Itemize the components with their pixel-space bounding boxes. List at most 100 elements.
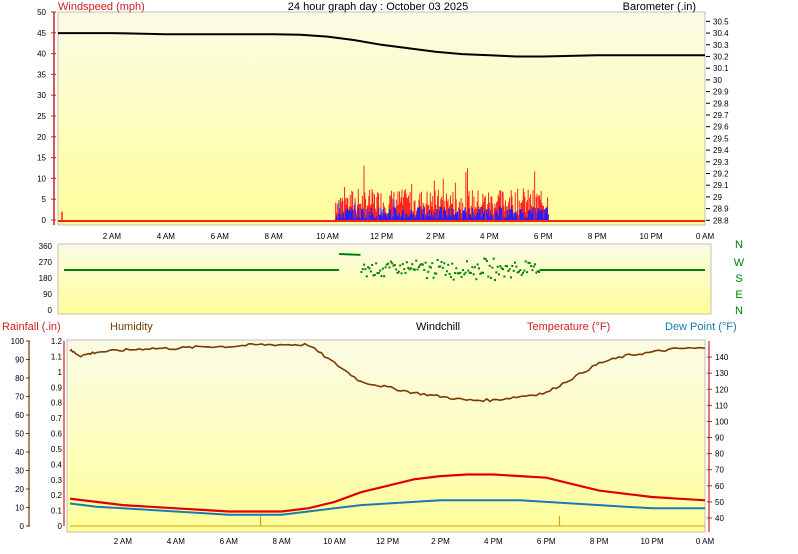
- direction-point: [369, 270, 372, 273]
- direction-point: [488, 264, 491, 267]
- direction-point: [437, 265, 440, 268]
- humidity-tick-label: 0: [20, 522, 25, 531]
- temperature-line: [69, 473, 706, 513]
- direction-point: [368, 267, 371, 270]
- direction-point: [489, 276, 492, 279]
- direction-tick-label: 270: [39, 258, 53, 267]
- compass-label: S: [735, 273, 742, 285]
- windspeed-tick-label: 25: [37, 112, 46, 121]
- direction-point: [483, 257, 486, 260]
- direction-point: [417, 265, 420, 268]
- time-tick-label: 10 AM: [316, 232, 339, 241]
- direction-point: [408, 268, 411, 271]
- time-tick-label: 6 PM: [537, 537, 556, 546]
- time-tick-label: 8 PM: [590, 537, 609, 546]
- direction-point: [460, 275, 463, 278]
- rain-tick-label: 0: [58, 522, 63, 531]
- barometer-tick-label: 29.4: [713, 146, 729, 155]
- temperature-tick-label: 130: [715, 369, 729, 378]
- barometer-line: [58, 32, 705, 58]
- direction-point: [413, 268, 416, 271]
- barometer-tick-label: 29: [713, 193, 722, 202]
- direction-point: [503, 275, 506, 278]
- direction-point: [409, 267, 412, 270]
- direction-point: [439, 265, 442, 268]
- time-tick-label: 4 PM: [484, 537, 503, 546]
- direction-point: [433, 272, 436, 275]
- dewpoint-label: Dew Point (°F): [665, 321, 737, 333]
- direction-point: [522, 271, 525, 274]
- barometer-axis-label: Barometer (.in): [623, 1, 696, 13]
- rain-tick-label: 1.1: [51, 352, 63, 361]
- direction-point: [494, 279, 497, 282]
- direction-point: [431, 262, 434, 265]
- barometer-tick-label: 30: [713, 76, 722, 85]
- time-tick-label: 2 PM: [426, 232, 445, 241]
- humidity-axis: 0 10 20 30 40 50 60 70 80 90 100: [11, 337, 30, 531]
- time-tick-label: 2 AM: [114, 537, 133, 546]
- compass-label: N: [735, 239, 743, 251]
- chart-title: 24 hour graph day : October 03 2025: [288, 1, 468, 13]
- barometer-tick-label: 30.1: [713, 64, 729, 73]
- rain-tick-label: 1.2: [51, 337, 63, 346]
- direction-point: [443, 262, 446, 265]
- windspeed-tick-label: 30: [37, 91, 46, 100]
- direction-point: [476, 263, 479, 266]
- direction-point: [440, 260, 443, 263]
- direction-tick-label: 360: [39, 242, 53, 251]
- direction-point: [435, 272, 438, 275]
- direction-point: [383, 275, 386, 278]
- barometer-tick-label: 29.9: [713, 88, 729, 97]
- direction-point: [531, 269, 534, 272]
- direction-point: [393, 263, 396, 266]
- direction-point: [465, 260, 468, 263]
- direction-point: [538, 270, 541, 273]
- direction-point: [508, 268, 511, 271]
- direction-point: [519, 269, 522, 272]
- direction-tick-label: 90: [43, 290, 52, 299]
- compass-label: E: [735, 289, 742, 301]
- time-tick-label: 12 PM: [376, 537, 399, 546]
- barometer-axis: 28.8 28.9 29 29.1 29.2 29.3 29.4 29.5 29.6 29.7 29…: [706, 17, 729, 225]
- direction-point: [375, 262, 378, 265]
- barometer-tick-label: 29.6: [713, 123, 729, 132]
- direction-point: [472, 273, 475, 276]
- direction-plot-area: [57, 243, 712, 315]
- direction-point: [528, 262, 531, 265]
- temperature-tick-label: 90: [715, 434, 724, 443]
- time-tick-label: 8 AM: [273, 537, 292, 546]
- compass-label: W: [734, 257, 745, 269]
- direction-point: [376, 272, 379, 275]
- direction-point: [404, 271, 407, 274]
- direction-segment: [339, 253, 361, 256]
- direction-point: [380, 275, 383, 278]
- direction-point: [481, 271, 484, 274]
- rain-tick-label: 0.2: [51, 491, 63, 500]
- windspeed-tick-label: 5: [42, 195, 47, 204]
- barometer-tick-label: 29.5: [713, 134, 729, 143]
- direction-point: [372, 274, 375, 277]
- rain-tick-label: 0.3: [51, 476, 63, 485]
- time-tick-label: 4 PM: [480, 232, 499, 241]
- windspeed-tick-label: 10: [37, 174, 46, 183]
- direction-point: [428, 265, 431, 268]
- temperature-label: Temperature (°F): [527, 321, 610, 333]
- direction-point: [524, 260, 527, 263]
- direction-point: [468, 271, 471, 274]
- direction-point: [461, 269, 464, 272]
- humidity-line: [69, 342, 706, 403]
- humidity-tick-label: 100: [11, 337, 25, 346]
- humidity-tick-label: 70: [15, 393, 24, 402]
- direction-point: [407, 266, 410, 269]
- barometer-tick-label: 30.2: [713, 52, 729, 61]
- direction-point: [415, 259, 418, 262]
- time-tick-label: 10 AM: [323, 537, 346, 546]
- wind-time-axis: 2 AM 4 AM 6 AM 8 AM 10 AM 12 PM 2 PM 4 PM 6 PM 8 …: [103, 232, 715, 241]
- direction-point: [512, 269, 515, 272]
- direction-point: [523, 269, 526, 272]
- direction-point: [365, 275, 368, 278]
- direction-point: [395, 268, 398, 271]
- direction-point: [532, 265, 535, 268]
